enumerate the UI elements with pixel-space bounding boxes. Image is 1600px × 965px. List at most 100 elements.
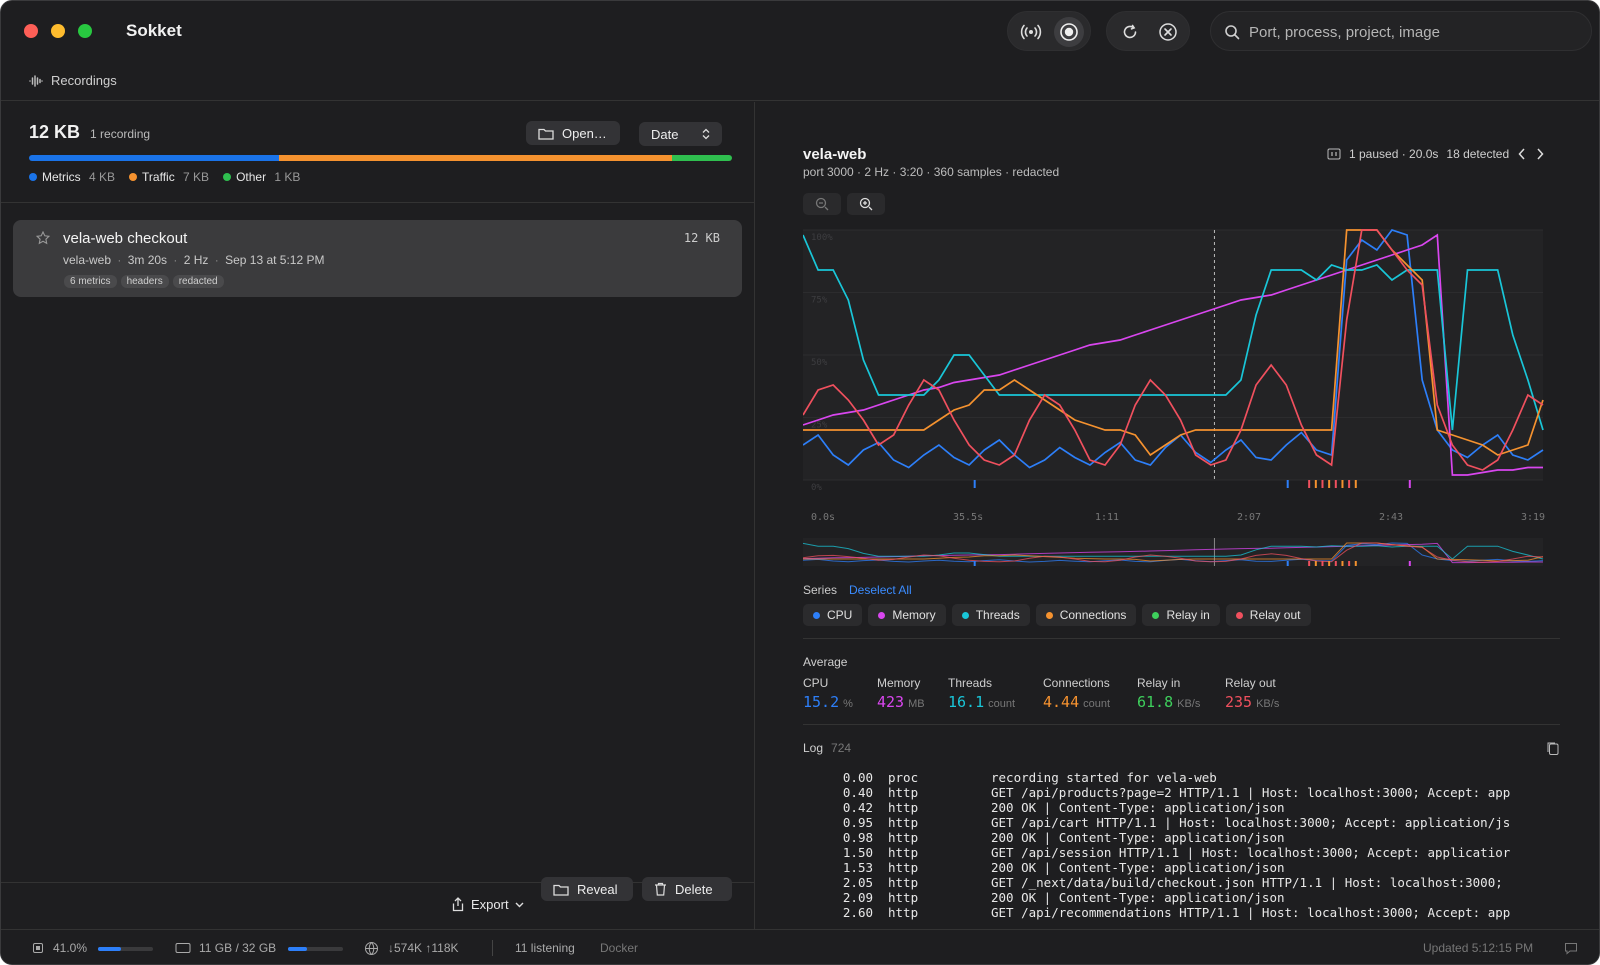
sort-select-label: Date <box>651 126 679 142</box>
zoom-window-button[interactable] <box>78 24 92 38</box>
log-row[interactable]: 0.42 http 200 OK | Content-Type: applicati… <box>803 800 1560 815</box>
series-toggle-memory[interactable]: Memory <box>868 604 946 626</box>
minimize-window-button[interactable] <box>51 24 65 38</box>
zoom-in-button[interactable] <box>847 193 885 215</box>
memory-icon <box>175 943 191 953</box>
log-message: GET /api/recommendations HTTP/1.1 | Host… <box>991 905 1511 920</box>
stop-all-button[interactable] <box>1153 17 1183 47</box>
average-stat-value-row: 15.2% <box>803 693 853 711</box>
average-stat-value-row: 61.8 KB/s <box>1137 693 1200 711</box>
tab-recordings-label: Recordings <box>51 73 117 88</box>
series-toggle-cpu[interactable]: CPU <box>803 604 863 626</box>
log-row[interactable]: 0.95 http GET /api/cart HTTP/1.1 | Host: l… <box>803 815 1560 830</box>
storage-segment-other <box>672 155 732 161</box>
reveal-button[interactable]: Reveal <box>541 877 633 901</box>
y-tick-label: 100% <box>811 233 833 243</box>
docker-status: Docker <box>600 941 639 955</box>
average-stat-value-row: 4.44 count <box>1043 693 1110 711</box>
minimap-line-threads <box>803 542 1544 560</box>
series-toggle-connections[interactable]: Connections <box>1035 604 1137 626</box>
waveform-icon <box>29 74 43 87</box>
recording-card[interactable]: vela-web checkout 12 KB vela-web · 3m 20… <box>13 220 742 297</box>
log-time: 2.60 <box>842 905 873 920</box>
x-tick-label: 35.5s <box>953 512 983 523</box>
broadcast-button[interactable] <box>1016 17 1046 47</box>
log-row[interactable]: 2.05 http GET /_next/data/build/checkout.j… <box>803 875 1560 890</box>
average-label: Average <box>803 655 848 669</box>
folder-icon <box>538 128 554 140</box>
export-menu-button[interactable]: Export <box>451 897 524 912</box>
copy-icon[interactable] <box>1546 741 1560 756</box>
average-stat: Relay out 235 KB/s <box>1225 676 1279 711</box>
star-icon[interactable] <box>36 231 50 245</box>
chat-bubble-icon[interactable] <box>1564 942 1578 955</box>
log-count: 724 <box>831 741 852 755</box>
log-list: 0.00 proc recording started for vela-web 0.… <box>803 770 1560 929</box>
average-stat-label: Relay in <box>1137 676 1181 690</box>
series-toggle-relay-out[interactable]: Relay out <box>1225 604 1311 626</box>
log-message: 200 OK | Content-Type: application/json <box>991 830 1285 845</box>
log-row[interactable]: 0.98 http 200 OK | Content-Type: applicati… <box>803 830 1560 845</box>
sort-select[interactable]: Date <box>639 122 722 146</box>
zoom-out-button[interactable] <box>803 193 841 215</box>
previous-chevron-icon[interactable] <box>1517 147 1527 161</box>
log-label: Log <box>803 741 824 755</box>
average-stat-label: Relay out <box>1225 676 1276 690</box>
log-row[interactable]: 1.53 http 200 OK | Content-Type: applicati… <box>803 860 1560 875</box>
series-toggle-relay-in[interactable]: Relay in <box>1142 604 1220 626</box>
open-button[interactable]: Open… <box>526 121 620 145</box>
search-box[interactable] <box>1210 11 1592 51</box>
actions-toolbar-group <box>1106 11 1190 51</box>
open-button-label: Open… <box>562 125 607 141</box>
x-tick-label: 0.0s <box>811 512 835 523</box>
log-row[interactable]: 0.40 http GET /api/products?page=2 HTTP/1.… <box>803 785 1560 800</box>
globe-icon <box>365 942 378 955</box>
log-row[interactable]: 0.00 proc recording started for vela-web <box>803 770 1560 785</box>
y-tick-label: 50% <box>811 358 828 368</box>
network-throughput: ↓574K ↑118K <box>388 941 459 955</box>
next-chevron-icon[interactable] <box>1535 147 1545 161</box>
listening-count: 11 listening <box>515 941 575 955</box>
average-stat-unit: KB/s <box>1177 698 1201 710</box>
log-kind: proc <box>888 770 919 785</box>
x-tick-label: 2:43 <box>1379 512 1403 523</box>
log-kind: http <box>888 875 919 890</box>
recording-tag: 6 metrics <box>64 275 117 288</box>
legend-size: 7 KB <box>179 170 210 184</box>
delete-button[interactable]: Delete <box>642 877 732 901</box>
detected-count: 18 detected <box>1446 147 1510 161</box>
log-row[interactable]: 2.09 http 200 OK | Content-Type: applicati… <box>803 890 1560 905</box>
storage-legend-item: Metrics 4 KB <box>29 170 115 184</box>
y-tick-label: 75% <box>811 296 828 306</box>
log-time: 0.40 <box>842 785 873 800</box>
deselect-all-button[interactable]: Deselect All <box>849 583 912 597</box>
log-message: GET /api/cart HTTP/1.1 | Host: localhost… <box>991 815 1511 830</box>
log-kind: http <box>888 905 919 920</box>
cpu-usage: 41.0% <box>53 941 88 955</box>
y-tick-label: 25% <box>811 421 828 431</box>
average-stat-label: Threads <box>948 676 993 690</box>
log-row[interactable]: 1.50 http GET /api/session HTTP/1.1 | Host… <box>803 845 1560 860</box>
metrics-chart[interactable]: 100% 75% 50% 25% 0% 0.0s 35.5s 1:11 2:07 2:43 3:19 <box>803 226 1560 576</box>
log-message: GET /api/session HTTP/1.1 | Host: localh… <box>991 845 1511 860</box>
refresh-button[interactable] <box>1115 17 1145 47</box>
close-circle-icon <box>1159 23 1177 41</box>
log-kind: http <box>888 890 919 905</box>
average-stat-value-row: 16.1 count <box>948 693 1015 711</box>
record-button[interactable] <box>1054 17 1084 47</box>
search-input[interactable] <box>1249 22 1569 42</box>
log-row[interactable]: 2.60 http GET /api/recommendations HTTP/1.… <box>803 905 1560 920</box>
zoom-out-icon <box>815 197 829 211</box>
share-icon <box>452 897 464 912</box>
average-stat: CPU 15.2% <box>803 676 853 711</box>
close-window-button[interactable] <box>24 24 38 38</box>
log-time: 2.09 <box>842 890 873 905</box>
average-stat-value: 4.44 <box>1043 693 1080 711</box>
recording-meta-item: Sep 13 at 5:12 PM <box>225 253 325 267</box>
log-time: 1.50 <box>842 845 873 860</box>
recording-tags: 6 metrics headers redacted <box>64 272 228 288</box>
average-stat-value-row: 235 KB/s <box>1225 693 1279 711</box>
series-toggle-threads[interactable]: Threads <box>951 604 1030 626</box>
updated-time: Updated 5:12:15 PM <box>1423 941 1534 955</box>
tab-recordings[interactable]: Recordings <box>29 73 117 88</box>
